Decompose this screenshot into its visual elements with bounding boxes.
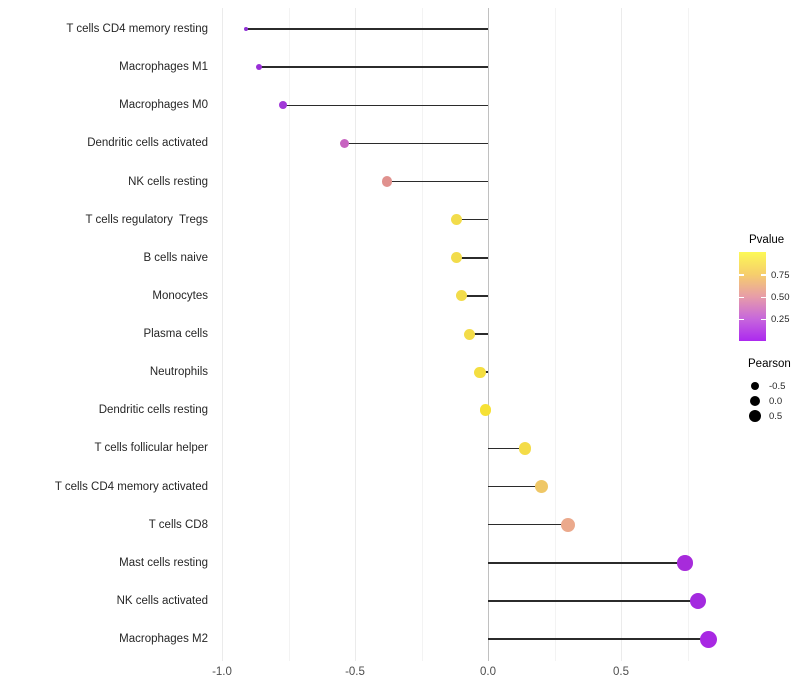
data-point [243, 26, 249, 32]
lollipop-stem [386, 180, 488, 183]
pearson-legend-title: Pearson [748, 358, 791, 370]
x-axis-tick-label: -0.5 [345, 666, 365, 678]
data-point [534, 480, 548, 493]
gridline-minor [288, 8, 290, 661]
pearson-size-dot [748, 409, 762, 423]
gridline-minor [421, 8, 423, 661]
data-point [450, 214, 462, 226]
data-point [479, 404, 492, 417]
y-axis-label: Macrophages M2 [119, 633, 208, 645]
y-axis-label: B cells naive [143, 251, 208, 264]
y-axis-label: T cells regulatory Tregs [85, 213, 208, 226]
pvalue-colorbar [739, 252, 766, 341]
colorbar-tick-label: 0.25 [771, 314, 790, 326]
colorbar-tick-mark [739, 318, 744, 321]
data-point [560, 517, 575, 532]
y-axis-label: NK cells activated [116, 594, 208, 607]
gridline-major [222, 8, 223, 661]
lollipop-stem [488, 638, 709, 640]
data-point [381, 176, 393, 187]
data-point [519, 442, 532, 455]
y-axis-label: T cells CD4 memory resting [66, 23, 208, 35]
y-axis-label: NK cells resting [128, 175, 208, 188]
data-point [279, 101, 288, 110]
colorbar-tick-mark [761, 274, 766, 276]
gridline-major [621, 8, 622, 661]
pvalue-legend-title: Pvalue [749, 234, 785, 246]
lollipop-stem [245, 28, 488, 30]
pearson-size-dot [749, 395, 761, 407]
pearson-size-dot [750, 381, 760, 391]
data-point [339, 138, 350, 149]
data-point [677, 554, 693, 571]
colorbar-tick-mark [739, 274, 744, 276]
pearson-size-label: 0.0 [769, 395, 783, 407]
lollipop-stem [456, 257, 488, 259]
zero-baseline [488, 8, 489, 661]
lollipop-stem [461, 295, 488, 297]
colorbar-tick-mark [739, 296, 744, 299]
lollipop-stem [283, 104, 488, 106]
y-axis-label: Dendritic cells resting [98, 404, 208, 417]
y-axis-label: T cells CD8 [148, 518, 208, 531]
lollipop-stem [488, 485, 542, 488]
pearson-size-label: 0.5 [769, 410, 783, 422]
y-axis-label: Neutrophils [149, 366, 208, 379]
y-axis-label: Macrophages M0 [119, 99, 208, 112]
data-point [463, 328, 475, 340]
lollipop-stem [488, 600, 699, 602]
colorbar-tick-label: 0.75 [771, 269, 790, 281]
lollipop-stem [456, 218, 488, 221]
data-point [450, 252, 462, 264]
gridline-minor [554, 8, 556, 661]
y-axis-label: T cells CD4 memory activated [54, 480, 208, 493]
gridline-minor [687, 8, 689, 661]
gridline-major [355, 8, 356, 661]
data-point [256, 64, 263, 71]
y-axis-label: T cells follicular helper [94, 442, 208, 455]
colorbar-tick-label: 0.50 [771, 291, 790, 303]
lollipop-stem [469, 333, 488, 335]
x-axis-tick-label: -1.0 [212, 666, 232, 678]
pearson-size-label: -0.5 [769, 380, 786, 392]
lollipop-stem [488, 523, 568, 526]
y-axis-label: Dendritic cells activated [87, 137, 208, 150]
x-axis-tick-label: 0.0 [480, 666, 496, 678]
colorbar-tick-mark [761, 296, 766, 299]
data-point [700, 630, 718, 648]
lollipop-stem [488, 562, 685, 564]
data-point [689, 592, 707, 610]
y-axis-label: Macrophages M1 [119, 61, 208, 74]
y-axis-label: Monocytes [152, 289, 208, 302]
data-point [474, 366, 486, 378]
x-axis-tick-label: 0.5 [613, 666, 629, 678]
colorbar-tick-mark [761, 318, 766, 321]
data-point [455, 290, 467, 302]
lollipop-stem [488, 447, 526, 450]
y-axis-label: Plasma cells [143, 328, 208, 340]
y-axis-label: Mast cells resting [119, 556, 208, 569]
lollipop-stem [259, 66, 488, 68]
lollipop-stem [344, 142, 488, 145]
